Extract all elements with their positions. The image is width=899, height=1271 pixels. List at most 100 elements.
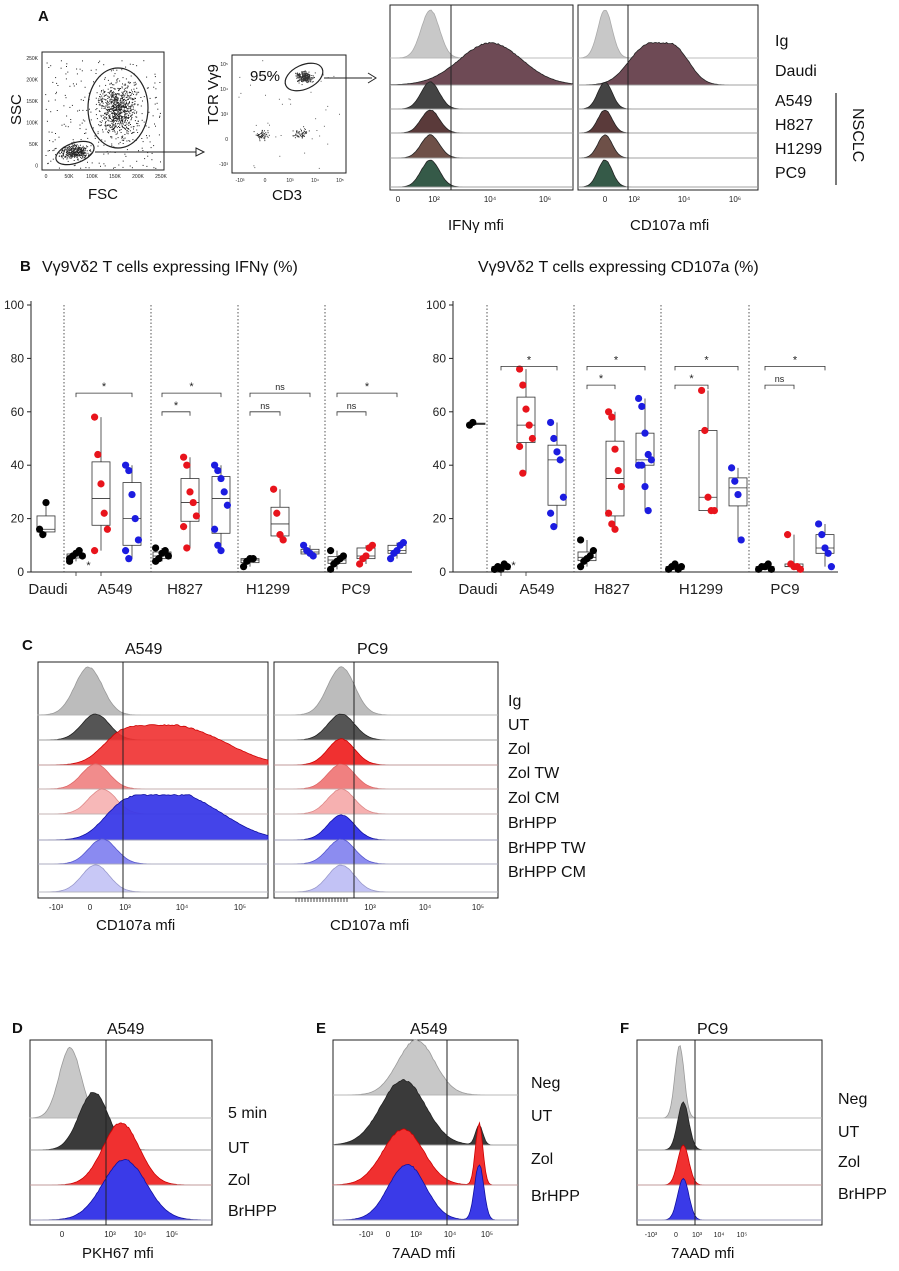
event-dot [123,140,125,141]
data-point [644,506,652,515]
event-dot [97,131,99,133]
label-h827: H827 [775,117,814,134]
tick-label: 10⁴ [311,178,319,184]
event-dot [118,109,120,111]
event-dot [105,94,107,96]
event-dot [80,139,82,140]
data-point [528,434,537,443]
event-dot [75,150,77,152]
category-label: H827 [594,581,630,598]
event-dot [63,150,65,152]
event-dot [127,108,129,110]
event-dot [259,138,260,140]
data-point [550,523,558,531]
significance-bracket [249,392,311,398]
event-dot [71,151,73,153]
event-dot [63,152,65,154]
event-dot [65,154,67,156]
event-dot [83,152,85,154]
event-dot [96,92,98,94]
event-dot [125,78,127,80]
event-dot [112,128,114,130]
event-dot [122,110,124,112]
data-point [547,418,555,427]
event-dot [124,120,126,122]
event-dot [130,115,131,117]
ifng-axis-label: IFNγ mfi [448,217,504,234]
significance-bracket [161,411,191,416]
event-dot [102,114,104,116]
event-dot [309,80,311,82]
event-dot [257,134,259,136]
event-dot [118,111,120,113]
f-xlabel: 7AAD mfi [671,1245,735,1262]
event-dot [111,101,113,103]
event-dot [154,123,155,125]
event-dot [97,145,99,147]
event-dot [68,149,70,151]
event-dot [116,102,118,104]
event-dot [119,107,121,109]
event-dot [81,147,83,149]
label-a549: A549 [775,93,813,110]
event-dot [298,133,300,135]
event-dot [296,76,298,78]
event-dot [261,135,263,137]
event-dot [62,153,64,155]
event-dot [111,127,113,128]
event-dot [121,96,123,98]
event-dot [99,96,101,98]
tick-label: 10³ [692,1232,703,1239]
event-dot [119,116,121,118]
event-dot [112,93,114,95]
event-dot [77,158,79,160]
event-dot [303,71,305,73]
event-dot [305,76,307,78]
event-dot [84,157,86,159]
event-dot [136,91,138,93]
tick-label: 0 [386,1230,391,1239]
event-dot [53,149,55,151]
c-left-title: A549 [125,641,163,658]
tick-label: 10⁴ [419,903,432,912]
event-dot [110,101,112,103]
event-dot [123,99,125,100]
tick-label: 100K [26,121,38,127]
event-dot [99,124,101,126]
event-dot [89,154,91,155]
event-dot [111,113,113,114]
event-dot [116,112,118,114]
event-dot [294,137,296,139]
event-dot [114,114,116,116]
event-dot [154,97,156,99]
event-dot [80,150,82,152]
event-dot [298,74,300,76]
event-dot [101,99,103,101]
event-dot [55,77,57,79]
event-dot [113,109,115,111]
event-dot [123,84,125,86]
data-point [608,520,616,528]
event-dot [120,101,122,103]
event-dot [82,152,84,154]
event-dot [66,115,68,117]
event-dot [118,102,120,104]
event-dot [113,117,114,119]
histogram-curve [389,41,574,86]
tick-label: 10⁴ [444,1230,457,1239]
event-dot [104,116,106,118]
c-left-xlabel: CD107a mfi [96,917,176,934]
event-dot [80,154,82,156]
event-dot [103,108,105,109]
tick-label: 10⁴ [220,87,228,93]
data-point [710,506,719,515]
event-dot [128,116,130,118]
event-dot [113,92,115,94]
event-dot [116,97,118,99]
event-dot [125,87,127,89]
event-dot [261,131,263,133]
data-point [586,552,594,560]
event-dot [138,120,139,122]
event-dot [120,105,122,107]
event-dot [134,103,135,105]
